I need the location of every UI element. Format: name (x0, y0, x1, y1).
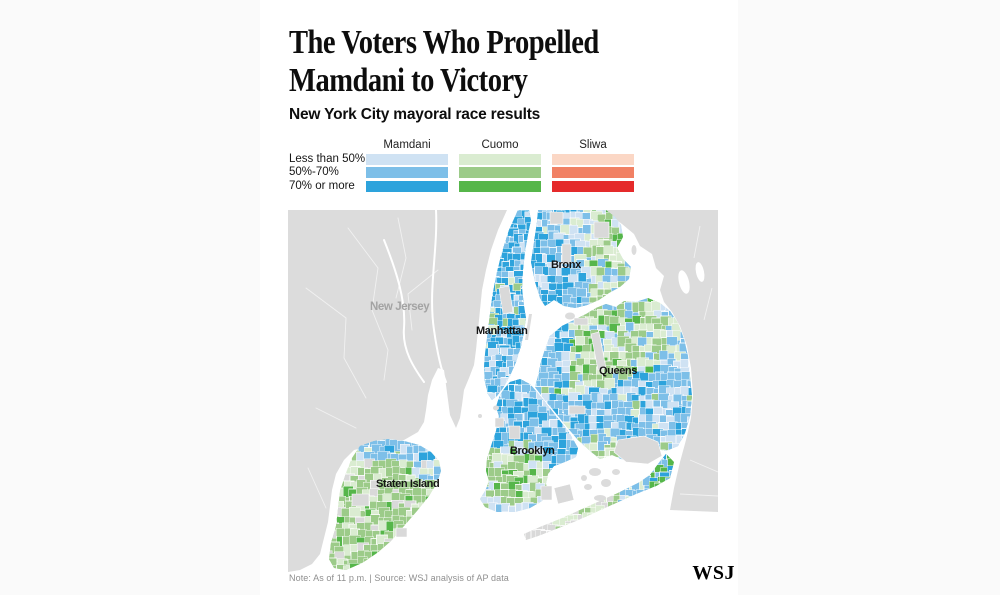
small-islands (478, 245, 637, 501)
legend-swatch-cuomo-50-70 (459, 167, 541, 178)
article-card: The Voters Who Propelled Mamdani to Victo… (260, 0, 738, 595)
legend-header-cuomo: Cuomo (481, 139, 519, 151)
legend-swatch-sliwa-70plus (552, 181, 634, 192)
legend-swatch-cuomo-70plus (459, 181, 541, 192)
legend-swatch-sliwa-lt50 (552, 154, 634, 165)
legend-header-sliwa: Sliwa (579, 139, 607, 151)
legend-row-label-less-than-50: Less than 50% (289, 153, 366, 165)
legend-swatch-sliwa-50-70 (552, 167, 634, 178)
map-label-manhattan: Manhattan (476, 325, 528, 337)
legend-row-label-70-or-more: 70% or more (289, 180, 355, 192)
parks-and-airports (351, 211, 663, 538)
legend-swatch-mamdani-lt50 (366, 154, 448, 165)
legend: Less than 50% 50%-70% 70% or more Mamdan… (260, 0, 738, 200)
map-label-queens: Queens (599, 365, 637, 377)
source-note: Note: As of 11 p.m. | Source: WSJ analys… (289, 573, 509, 583)
new-jersey-landmass (288, 209, 507, 572)
headline-line2: Mamdani to Victory (289, 62, 528, 99)
headline-line1: The Voters Who Propelled (289, 24, 599, 61)
map-label-new-jersey: New Jersey (370, 301, 430, 313)
subtitle: New York City mayoral race results (289, 106, 541, 123)
legend-swatch-mamdani-50-70 (366, 167, 448, 178)
legend-swatch-cuomo-lt50 (459, 154, 541, 165)
legend-header-mamdani: Mamdani (383, 139, 431, 151)
headline: The Voters Who Propelled Mamdani to Victo… (289, 24, 599, 100)
map-label-brooklyn: Brooklyn (510, 445, 555, 457)
borough-staten-island-mosaic (329, 439, 441, 570)
wsj-logo: WSJ (692, 562, 735, 584)
nyc-map-svg: New Jersey Bronx Manhattan Queens Brooklyn St… (288, 209, 719, 572)
legend-swatch-mamdani-70plus (366, 181, 448, 192)
westchester-longisland-landmass (606, 210, 719, 512)
map-label-bronx: Bronx (551, 259, 582, 271)
nyc-results-map: New Jersey Bronx Manhattan Queens Brooklyn St… (288, 209, 719, 572)
legend-column-sliwa: Sliwa (552, 139, 634, 192)
legend-row-label-50-70: 50%-70% (289, 166, 339, 178)
legend-column-mamdani: Mamdani (366, 139, 448, 192)
legend-column-cuomo: Cuomo (459, 139, 541, 192)
map-label-staten-island: Staten Island (376, 478, 439, 490)
